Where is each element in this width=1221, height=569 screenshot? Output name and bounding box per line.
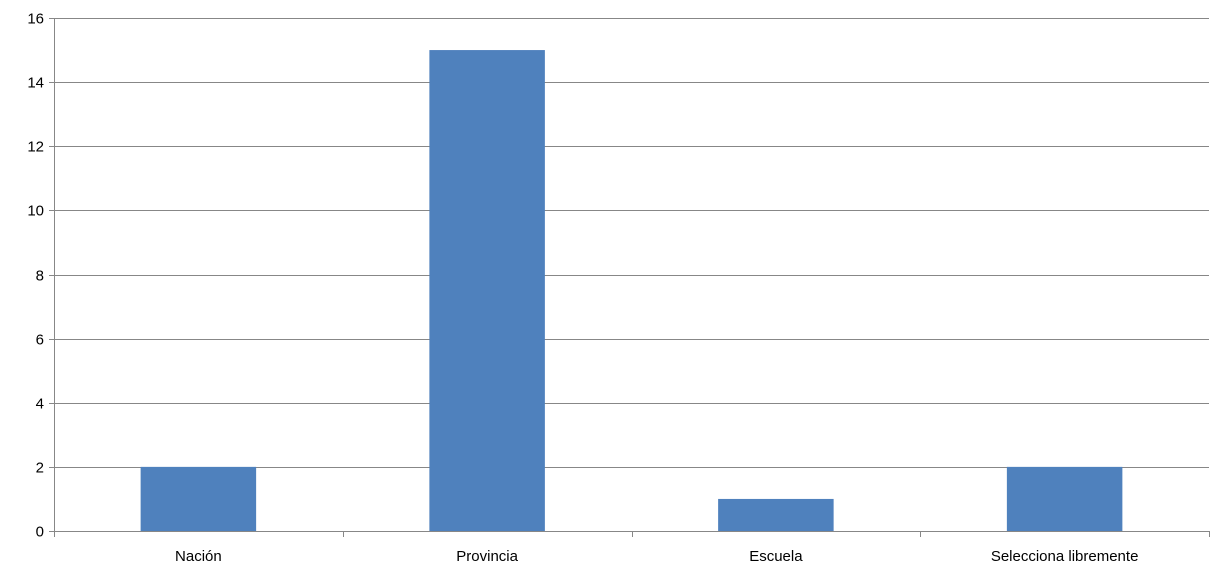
bar-selecciona-libremente bbox=[1006, 466, 1123, 531]
bar-provincia bbox=[429, 50, 545, 531]
x-tick-label-1: Provincia bbox=[456, 548, 518, 565]
bars bbox=[140, 50, 1123, 531]
y-tick-label-2: 2 bbox=[36, 460, 44, 477]
y-tick-label-14: 14 bbox=[27, 75, 44, 92]
y-tick-label-16: 16 bbox=[27, 11, 44, 28]
bar-escuela bbox=[718, 498, 834, 531]
y-tick-label-6: 6 bbox=[36, 332, 44, 349]
bar-nación bbox=[140, 466, 257, 531]
gridlines bbox=[54, 18, 1209, 468]
y-tick-label-4: 4 bbox=[36, 396, 44, 413]
y-tick-label-0: 0 bbox=[36, 524, 44, 541]
y-tick-label-10: 10 bbox=[27, 203, 44, 220]
axes bbox=[49, 18, 1210, 537]
x-tick-label-3: Selecciona libremente bbox=[991, 548, 1139, 565]
x-axis-ticks: Nación Provincia Escuela Selecciona libreme… bbox=[175, 548, 1138, 565]
x-tick-label-2: Escuela bbox=[749, 548, 803, 565]
x-tick-label-0: Nación bbox=[175, 548, 222, 565]
y-tick-label-12: 12 bbox=[27, 139, 44, 156]
y-axis-ticks: 0 2 4 6 8 10 12 14 16 bbox=[27, 11, 44, 541]
y-tick-label-8: 8 bbox=[36, 268, 44, 285]
